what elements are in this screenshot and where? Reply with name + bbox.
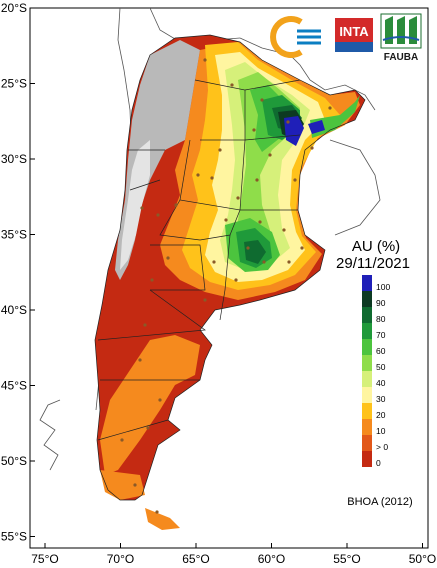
- field-10-south: [100, 335, 200, 475]
- legend-title: AU (%): [352, 238, 400, 255]
- legend-label: 40: [376, 378, 386, 388]
- legend-swatch: [362, 291, 372, 307]
- legend-swatch: [362, 323, 372, 339]
- legend-swatch: [362, 403, 372, 419]
- andes-light: [120, 140, 150, 270]
- y-tick-label: 40°S: [1, 303, 27, 317]
- legend-swatch: [362, 451, 372, 467]
- legend-label: 20: [376, 410, 386, 420]
- legend-label: 0: [376, 458, 381, 468]
- x-tick-label: 70°O: [107, 552, 134, 566]
- color-legend: 100 90 80 70 60 50 40 30 20 10 > 0 0: [362, 275, 390, 468]
- legend-label: 60: [376, 346, 386, 356]
- y-tick-label: 55°S: [1, 530, 27, 544]
- legend-swatch: [362, 307, 372, 323]
- field-100: [284, 116, 304, 146]
- legend-label: 100: [376, 282, 390, 292]
- y-tick-label: 35°S: [1, 228, 27, 242]
- province-boundaries: [94, 34, 366, 501]
- legend-label: > 0: [376, 442, 388, 452]
- legend-label: 30: [376, 394, 386, 404]
- y-tick-label: 50°S: [1, 454, 27, 468]
- station-points: [120, 58, 332, 514]
- legend-swatch: [362, 339, 372, 355]
- logo-fauba-text: FAUBA: [384, 52, 418, 63]
- logo-conae-icon: [270, 16, 321, 58]
- legend-swatch: [362, 419, 372, 435]
- credit-text: BHOA (2012): [347, 496, 412, 508]
- x-tick-label: 75°O: [31, 552, 58, 566]
- field-ne-blue: [308, 120, 325, 134]
- y-tick-label: 45°S: [1, 379, 27, 393]
- legend-label: 10: [376, 426, 386, 436]
- legend-swatch: [362, 387, 372, 403]
- legend-swatch: [362, 355, 372, 371]
- x-tick-label: 50°O: [409, 552, 436, 566]
- legend-swatch: [362, 275, 372, 291]
- y-tick-label: 20°S: [1, 1, 27, 15]
- legend-label: 50: [376, 362, 386, 372]
- field-tierra-del-fuego: [145, 508, 180, 530]
- legend-date: 29/11/2021: [336, 255, 410, 272]
- legend-label: 70: [376, 330, 386, 340]
- x-tick-label: 65°O: [182, 552, 209, 566]
- legend-label: 80: [376, 314, 386, 324]
- logo-fauba: FAUBA: [380, 13, 422, 63]
- argentina-moisture-fields: [95, 35, 365, 530]
- logo-inta-text: INTA: [339, 24, 369, 39]
- legend-label: 90: [376, 298, 386, 308]
- x-tick-label: 55°O: [333, 552, 360, 566]
- legend-swatch: [362, 371, 372, 387]
- x-tick-label: 60°O: [258, 552, 285, 566]
- y-tick-label: 30°S: [1, 152, 27, 166]
- y-tick-label: 25°S: [1, 77, 27, 91]
- logo-inta: INTA: [335, 18, 373, 52]
- legend-swatch: [362, 435, 372, 451]
- latitude-ticks: 20°S 25°S 30°S 35°S 40°S 45°S 50°S 55°S: [1, 1, 35, 544]
- field-80-b: [244, 240, 266, 264]
- longitude-ticks: 75°O 70°O 65°O 60°O 55°O 50°O: [31, 543, 436, 566]
